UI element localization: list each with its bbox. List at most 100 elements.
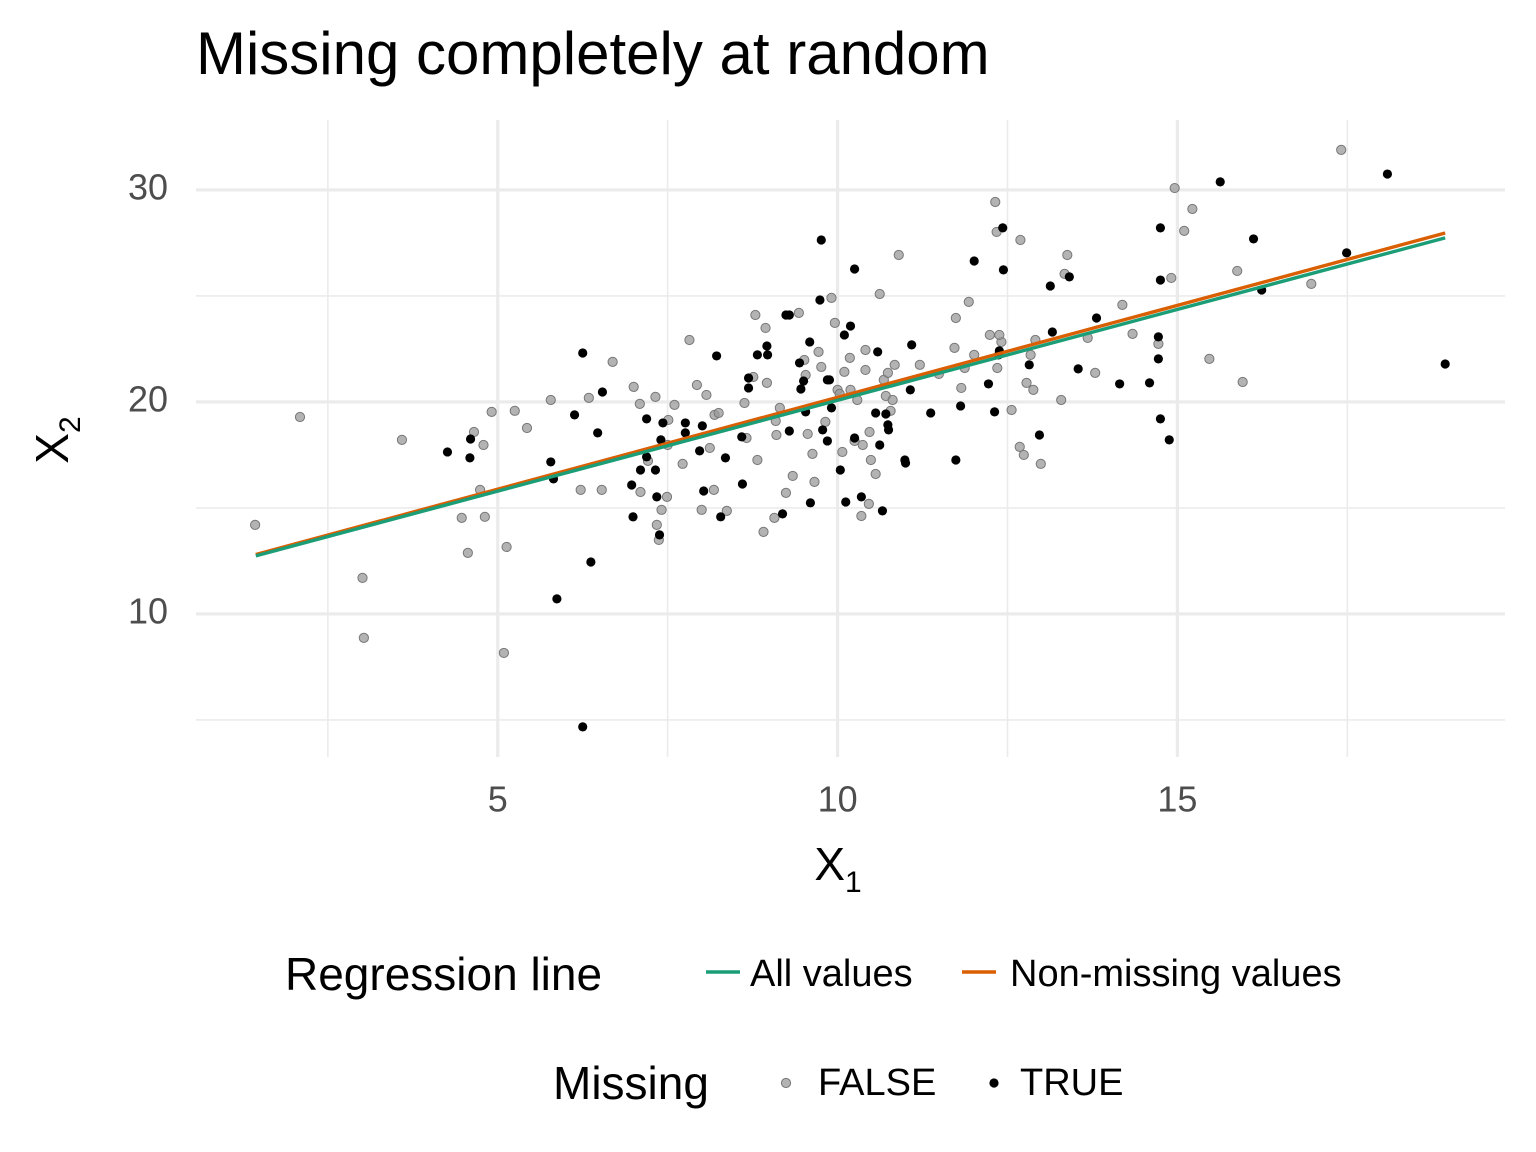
- point: [697, 421, 707, 431]
- legend: Regression line All values Non-missing val…: [285, 948, 1342, 1109]
- point: [575, 484, 586, 496]
- point: [1166, 272, 1177, 284]
- y-axis-label-sub: 2: [54, 416, 87, 433]
- point: [762, 341, 772, 351]
- point: [807, 448, 818, 459]
- point: [820, 416, 831, 427]
- point: [656, 504, 667, 515]
- point: [994, 329, 1005, 341]
- point: [1025, 349, 1036, 360]
- point: [1164, 435, 1174, 445]
- point: [498, 647, 509, 659]
- legend-label: Non-missing values: [1010, 953, 1342, 995]
- point: [708, 484, 719, 496]
- point: [874, 288, 885, 300]
- point: [650, 391, 661, 402]
- point: [1127, 328, 1138, 339]
- point: [699, 486, 709, 496]
- point: [951, 455, 961, 465]
- grid: [196, 120, 1505, 757]
- point: [1248, 234, 1259, 244]
- point: [652, 492, 662, 502]
- point: [844, 352, 855, 363]
- point: [1215, 177, 1225, 187]
- point: [358, 632, 369, 643]
- point: [1153, 354, 1163, 364]
- point: [857, 439, 868, 451]
- point: [882, 367, 893, 378]
- point: [983, 379, 994, 389]
- point: [762, 350, 773, 360]
- point: [865, 454, 876, 466]
- point: [704, 442, 715, 454]
- point: [680, 418, 690, 428]
- point: [1021, 377, 1032, 388]
- point: [1336, 144, 1347, 155]
- point: [849, 433, 860, 443]
- point: [569, 410, 580, 420]
- regression-line: [255, 236, 1446, 558]
- point: [950, 312, 961, 324]
- point: [856, 492, 866, 502]
- point: [1306, 278, 1317, 289]
- point: [1014, 441, 1025, 452]
- point: [1018, 449, 1029, 461]
- point: [677, 458, 688, 469]
- point: [956, 382, 967, 394]
- point: [752, 350, 762, 360]
- point: [462, 547, 473, 558]
- chart-title: Missing completely at random: [196, 20, 990, 87]
- point: [1035, 458, 1046, 469]
- point: [479, 511, 490, 522]
- point: [841, 497, 851, 507]
- point: [1169, 182, 1180, 194]
- point: [926, 408, 936, 418]
- point: [1024, 360, 1034, 370]
- point: [883, 420, 893, 430]
- point: [465, 434, 476, 444]
- point: [627, 480, 637, 490]
- point: [875, 440, 885, 450]
- point: [634, 398, 645, 409]
- point: [914, 359, 925, 370]
- point: [818, 425, 828, 435]
- point: [583, 392, 594, 404]
- point: [998, 223, 1008, 233]
- point: [743, 383, 754, 393]
- point: [684, 334, 695, 346]
- point: [642, 414, 652, 424]
- point: [680, 428, 690, 438]
- point: [713, 407, 724, 419]
- point: [456, 512, 467, 523]
- x-tick-label: 5: [488, 779, 508, 820]
- point: [963, 296, 974, 307]
- point: [642, 452, 652, 462]
- point: [815, 295, 825, 305]
- point: [750, 309, 761, 321]
- point: [501, 541, 512, 553]
- point: [1047, 327, 1057, 337]
- point: [1232, 265, 1243, 277]
- legend-label: FALSE: [818, 1062, 936, 1104]
- y-axis-label: X2: [26, 416, 87, 463]
- point: [743, 373, 754, 383]
- point: [396, 434, 408, 445]
- point: [545, 394, 556, 406]
- point: [597, 387, 608, 397]
- point: [1115, 379, 1125, 389]
- point: [849, 264, 860, 274]
- point: [1204, 353, 1215, 365]
- point: [777, 509, 788, 519]
- point: [656, 435, 666, 445]
- point: [845, 321, 856, 331]
- point: [787, 470, 798, 482]
- point: [829, 317, 840, 328]
- point: [1440, 359, 1450, 369]
- point: [658, 418, 668, 428]
- point: [1015, 234, 1026, 246]
- point: [1144, 378, 1155, 388]
- point: [1382, 169, 1393, 179]
- plot-area: [250, 144, 1450, 732]
- point: [669, 399, 680, 411]
- point: [294, 411, 306, 423]
